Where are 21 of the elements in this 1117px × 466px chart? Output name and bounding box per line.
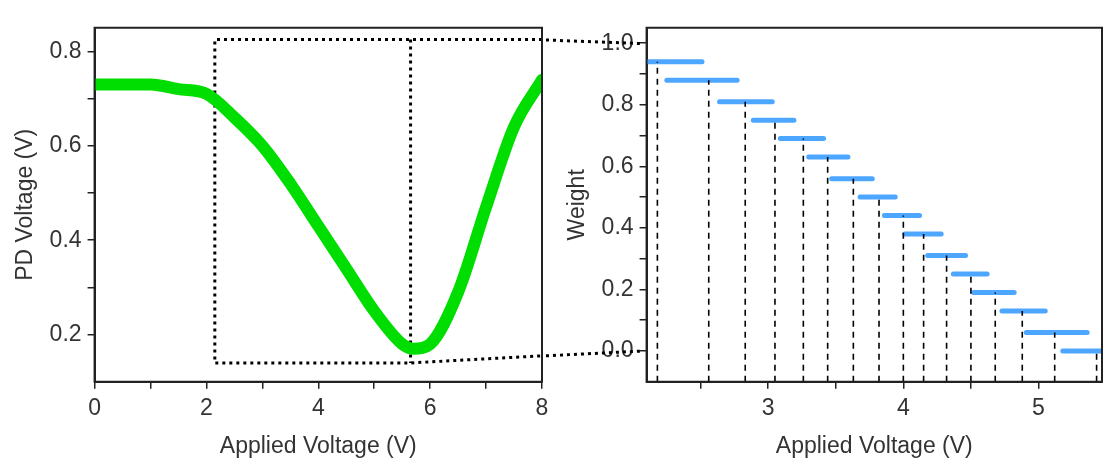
x-axis-title: Applied Voltage (V) bbox=[219, 431, 417, 458]
y-axis-title: PD Voltage (V) bbox=[11, 128, 38, 281]
y-tick-label: 0.8 bbox=[49, 36, 82, 63]
x-tick-label: 5 bbox=[1032, 393, 1045, 420]
x-tick-label: 2 bbox=[200, 393, 213, 420]
y-tick-label: 0.2 bbox=[49, 319, 82, 346]
y-tick-label: 1.0 bbox=[601, 28, 634, 55]
x-tick-label: 6 bbox=[423, 393, 437, 420]
x-tick-label: 4 bbox=[896, 393, 910, 420]
x-tick-label: 4 bbox=[311, 393, 325, 420]
x-tick-label: 8 bbox=[535, 393, 549, 420]
x-tick-label: 3 bbox=[761, 393, 775, 420]
y-tick-label: 0.2 bbox=[601, 274, 634, 301]
y-tick-label: 0.6 bbox=[49, 131, 82, 158]
y-tick-label: 0.6 bbox=[601, 151, 634, 178]
y-tick-label: 0.8 bbox=[601, 90, 634, 117]
y-axis-title: Weight bbox=[563, 168, 590, 241]
y-tick-label: 0.4 bbox=[49, 225, 82, 252]
x-tick-label: 0 bbox=[88, 393, 101, 420]
x-axis-title: Applied Voltage (V) bbox=[775, 431, 973, 458]
y-tick-label: 0.4 bbox=[601, 213, 634, 240]
